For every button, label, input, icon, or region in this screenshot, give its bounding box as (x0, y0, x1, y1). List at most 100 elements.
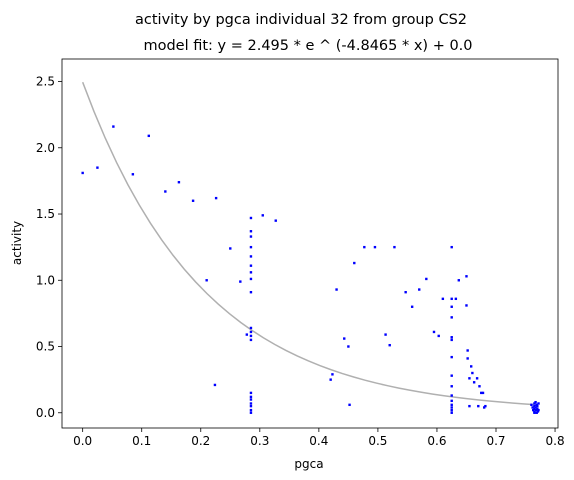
data-point (250, 278, 252, 280)
data-point (112, 125, 114, 127)
data-point (347, 345, 349, 347)
data-point (404, 291, 406, 293)
data-point (178, 181, 180, 183)
data-point (335, 288, 337, 290)
data-point (239, 280, 241, 282)
data-point (476, 377, 478, 379)
data-point (534, 401, 536, 403)
data-point (466, 349, 468, 351)
data-point (451, 385, 453, 387)
fit-curve-group (83, 82, 535, 404)
x-tick-label: 0.8 (546, 434, 565, 448)
data-point (451, 409, 453, 411)
x-tick-label: 0.2 (191, 434, 210, 448)
x-tick-label: 0.4 (309, 434, 328, 448)
data-point (250, 409, 252, 411)
data-point (478, 385, 480, 387)
data-point (164, 190, 166, 192)
data-point (393, 246, 395, 248)
data-point (455, 298, 457, 300)
data-point (433, 331, 435, 333)
data-point (250, 402, 252, 404)
data-point (468, 377, 470, 379)
data-point (418, 288, 420, 290)
plot-frame (62, 59, 558, 428)
data-point (348, 404, 350, 406)
data-point (451, 316, 453, 318)
data-point (537, 402, 539, 404)
data-point (250, 255, 252, 257)
data-point (250, 271, 252, 273)
data-point (451, 394, 453, 396)
data-point (250, 235, 252, 237)
data-point (536, 405, 538, 407)
data-point (533, 412, 535, 414)
y-tick-label: 0.0 (36, 406, 55, 420)
data-point (229, 247, 231, 249)
data-point (482, 392, 484, 394)
data-point (438, 335, 440, 337)
data-point (465, 304, 467, 306)
data-point (215, 197, 217, 199)
data-point (132, 173, 134, 175)
data-point (451, 374, 453, 376)
data-point (374, 246, 376, 248)
chart-title: activity by pgca individual 32 from grou… (135, 12, 467, 28)
data-point (442, 298, 444, 300)
data-point (484, 405, 486, 407)
data-point (465, 275, 467, 277)
data-point (451, 356, 453, 358)
data-point (148, 135, 150, 137)
data-point (470, 365, 472, 367)
data-point (275, 219, 277, 221)
data-point (250, 398, 252, 400)
y-tick-label: 1.0 (36, 273, 55, 287)
data-point (250, 339, 252, 341)
data-point (353, 262, 355, 264)
x-tick-label: 0.3 (250, 434, 269, 448)
data-point (466, 357, 468, 359)
x-tick-label: 0.6 (427, 434, 446, 448)
data-point (451, 400, 453, 402)
data-point (246, 333, 248, 335)
data-point (451, 412, 453, 414)
axis-ticks: 0.0 0.1 0.2 0.3 0.4 0.5 0.6 0.7 0.8 0.0 0.5 1.0 1.5 2… (36, 75, 565, 448)
data-point (331, 373, 333, 375)
data-point (473, 381, 475, 383)
x-tick-label: 0.5 (368, 434, 387, 448)
data-point (451, 306, 453, 308)
data-point (343, 337, 345, 339)
data-point (451, 246, 453, 248)
data-point (250, 412, 252, 414)
data-point (262, 214, 264, 216)
data-points (81, 125, 539, 414)
y-tick-label: 2.0 (36, 141, 55, 155)
data-point (477, 405, 479, 407)
data-point (81, 172, 83, 174)
fit-curve (83, 82, 535, 404)
data-point (451, 406, 453, 408)
data-point (205, 279, 207, 281)
data-point (411, 306, 413, 308)
x-axis-label: pgca (294, 457, 323, 471)
x-tick-label: 0.0 (73, 434, 92, 448)
data-point (96, 166, 98, 168)
y-tick-label: 1.5 (36, 207, 55, 221)
data-point (468, 405, 470, 407)
data-point (329, 378, 331, 380)
data-point (250, 246, 252, 248)
data-point (363, 246, 365, 248)
data-point (537, 409, 539, 411)
data-point (425, 278, 427, 280)
data-point (250, 335, 252, 337)
x-tick-label: 0.7 (486, 434, 505, 448)
data-point (250, 405, 252, 407)
data-point (451, 404, 453, 406)
data-point (384, 333, 386, 335)
data-point (451, 336, 453, 338)
y-axis-label: activity (10, 221, 24, 265)
data-point (451, 339, 453, 341)
y-tick-label: 2.5 (36, 75, 55, 89)
data-point (214, 384, 216, 386)
